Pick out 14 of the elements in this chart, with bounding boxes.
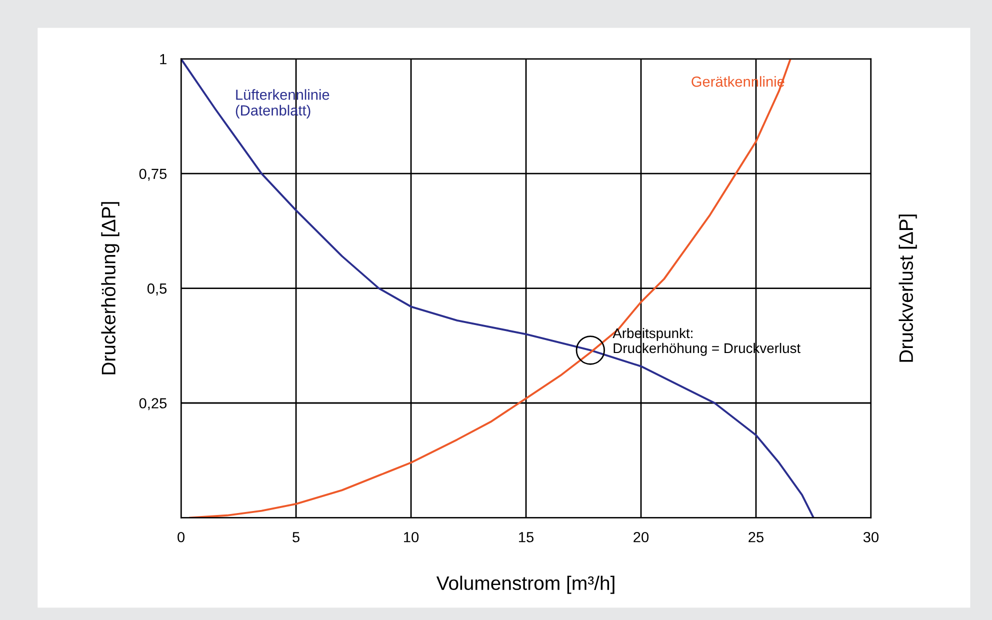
x-tick-label: 30 bbox=[863, 532, 879, 542]
x-axis-title: Volumenstrom [m³/h] bbox=[436, 576, 614, 594]
y-tick-label: 0,5 bbox=[147, 283, 167, 296]
y2-axis-title: Druckverlust [ΔP] bbox=[898, 214, 917, 362]
x-tick-label: 15 bbox=[519, 532, 534, 542]
x-tick-label: 0 bbox=[178, 532, 185, 542]
y-tick-label: 0,75 bbox=[139, 168, 167, 181]
y-axis-title: Druckerhöhung [ΔP] bbox=[101, 202, 120, 374]
y-tick-label: 1 bbox=[160, 54, 166, 64]
x-tick-label: 5 bbox=[292, 532, 300, 542]
x-tick-label: 25 bbox=[748, 532, 764, 542]
x-tick-label: 20 bbox=[634, 532, 649, 542]
x-tick-label: 10 bbox=[404, 532, 419, 542]
y-tick-label: 0,25 bbox=[139, 398, 167, 410]
